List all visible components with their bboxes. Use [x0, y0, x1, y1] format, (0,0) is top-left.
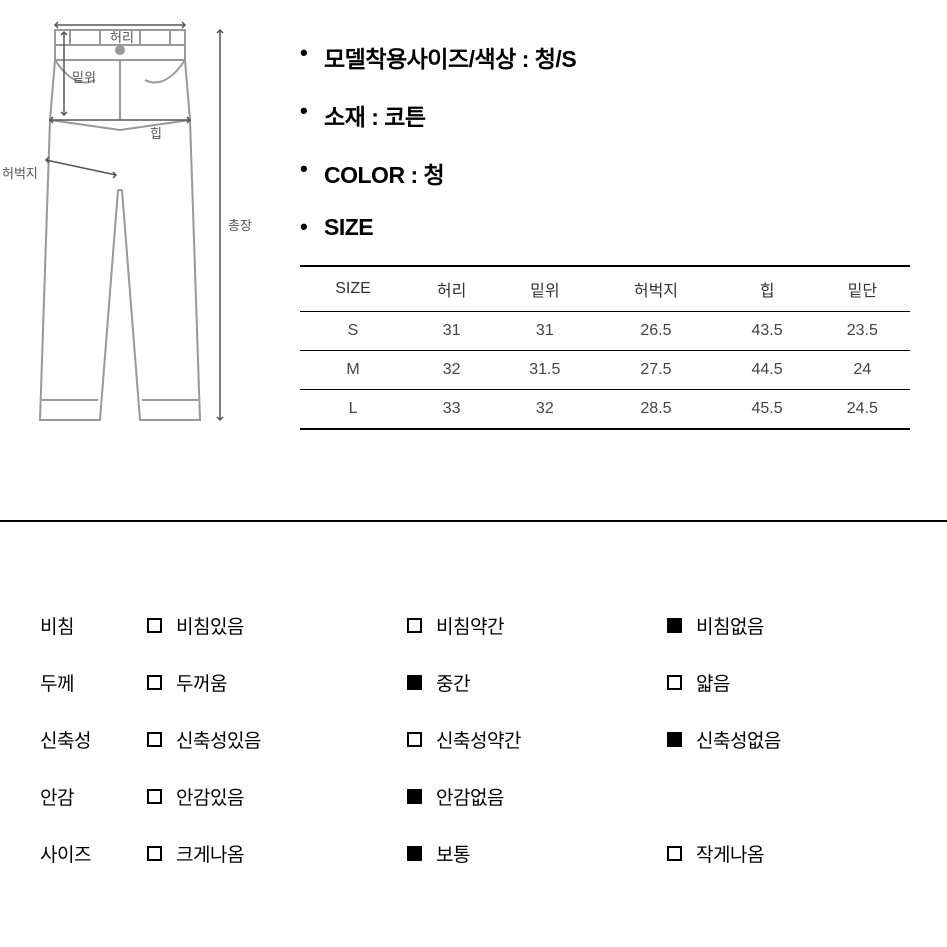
col-rise: 밑위: [497, 266, 592, 312]
bullet-model-size: 모델착용사이즈/색상 : 청/S: [300, 40, 947, 74]
diagram-label-length: 총장: [228, 218, 252, 233]
checkbox-icon: [407, 618, 422, 633]
attr-row: 비침 비침있음 비침약간 비침없음: [40, 612, 927, 639]
col-waist: 허리: [406, 266, 497, 312]
attr-label: 사이즈: [40, 840, 147, 867]
checkbox-icon: [407, 846, 422, 861]
table-row: M 32 31.5 27.5 44.5 24: [300, 351, 910, 390]
attr-label: 안감: [40, 783, 147, 810]
diagram-label-rise: 밑위: [72, 70, 96, 85]
diagram-label-thigh: 허벅지: [2, 166, 38, 181]
attr-option: 신축성없음: [667, 726, 927, 753]
attr-option: 비침있음: [147, 612, 407, 639]
attr-option-label: 신축성약간: [436, 726, 521, 753]
table-row: S 31 31 26.5 43.5 23.5: [300, 312, 910, 351]
attr-option: 중간: [407, 669, 667, 696]
col-hip: 힙: [719, 266, 814, 312]
attr-option: 크게나옴: [147, 840, 407, 867]
checkbox-icon: [147, 789, 162, 804]
col-thigh: 허벅지: [592, 266, 719, 312]
checkbox-icon: [667, 675, 682, 690]
attr-option: [667, 783, 927, 810]
attr-options: 안감있음 안감없음: [147, 783, 927, 810]
attr-options: 비침있음 비침약간 비침없음: [147, 612, 927, 639]
attr-option-label: 얇음: [696, 669, 730, 696]
bullet-color: COLOR : 청: [300, 156, 947, 190]
attr-option-label: 안감있음: [176, 783, 244, 810]
attr-option-label: 비침있음: [176, 612, 244, 639]
attr-option: 신축성있음: [147, 726, 407, 753]
attr-option: 안감있음: [147, 783, 407, 810]
attr-option: 보통: [407, 840, 667, 867]
attr-options: 신축성있음 신축성약간 신축성없음: [147, 726, 927, 753]
attr-option: 신축성약간: [407, 726, 667, 753]
table-row: L 33 32 28.5 45.5 24.5: [300, 390, 910, 430]
checkbox-icon: [147, 732, 162, 747]
attr-options: 두꺼움 중간 얇음: [147, 669, 927, 696]
attr-row: 두께 두꺼움 중간 얇음: [40, 669, 927, 696]
attr-option-label: 중간: [436, 669, 470, 696]
attr-option-label: 안감없음: [436, 783, 504, 810]
attr-row: 안감 안감있음 안감없음: [40, 783, 927, 810]
checkbox-icon: [147, 846, 162, 861]
diagram-label-hip: 힙: [150, 126, 162, 141]
attr-label: 비침: [40, 612, 147, 639]
attr-option: 얇음: [667, 669, 927, 696]
attr-option-label: 신축성있음: [176, 726, 261, 753]
attr-option: 두꺼움: [147, 669, 407, 696]
info-bullet-list: 모델착용사이즈/색상 : 청/S 소재 : 코튼 COLOR : 청 SIZE: [300, 40, 947, 241]
checkbox-icon: [407, 732, 422, 747]
attr-option-label: 비침없음: [696, 612, 764, 639]
checkbox-icon: [407, 675, 422, 690]
checkbox-icon: [147, 618, 162, 633]
attr-option: 비침없음: [667, 612, 927, 639]
attr-label: 두께: [40, 669, 147, 696]
attr-row: 사이즈 크게나옴 보통 작게나옴: [40, 840, 927, 867]
attr-option-label: 신축성없음: [696, 726, 781, 753]
bullet-material: 소재 : 코튼: [300, 98, 947, 132]
col-size: SIZE: [300, 266, 406, 312]
checkbox-icon: [667, 618, 682, 633]
attr-options: 크게나옴 보통 작게나옴: [147, 840, 927, 867]
attr-option-label: 보통: [436, 840, 470, 867]
size-table-header-row: SIZE 허리 밑위 허벅지 힙 밑단: [300, 266, 910, 312]
attr-label: 신축성: [40, 726, 147, 753]
bullet-size: SIZE: [300, 214, 947, 241]
pants-svg: 허리 밑위 힙 허벅지 총장: [0, 20, 260, 450]
checkbox-icon: [407, 789, 422, 804]
checkbox-icon: [147, 675, 162, 690]
attr-option: 비침약간: [407, 612, 667, 639]
attr-option-label: 두꺼움: [176, 669, 227, 696]
attr-option: 작게나옴: [667, 840, 927, 867]
checkbox-icon: [667, 846, 682, 861]
attr-option-label: 비침약간: [436, 612, 504, 639]
checkbox-icon: [667, 732, 682, 747]
attr-option: 안감없음: [407, 783, 667, 810]
attr-option-label: 작게나옴: [696, 840, 764, 867]
size-table: SIZE 허리 밑위 허벅지 힙 밑단 S 31 31 26.5 43.5 23…: [300, 265, 910, 430]
col-hem: 밑단: [815, 266, 910, 312]
attr-row: 신축성 신축성있음 신축성약간 신축성없음: [40, 726, 927, 753]
attr-option-label: 크게나옴: [176, 840, 244, 867]
attribute-section: 비침 비침있음 비침약간 비침없음두께 두꺼움 중간 얇음신축성 신축성있음 신축성약간 신축성없…: [0, 522, 947, 867]
pants-diagram: 허리 밑위 힙 허벅지 총장: [0, 10, 260, 450]
diagram-label-waist: 허리: [110, 30, 134, 45]
